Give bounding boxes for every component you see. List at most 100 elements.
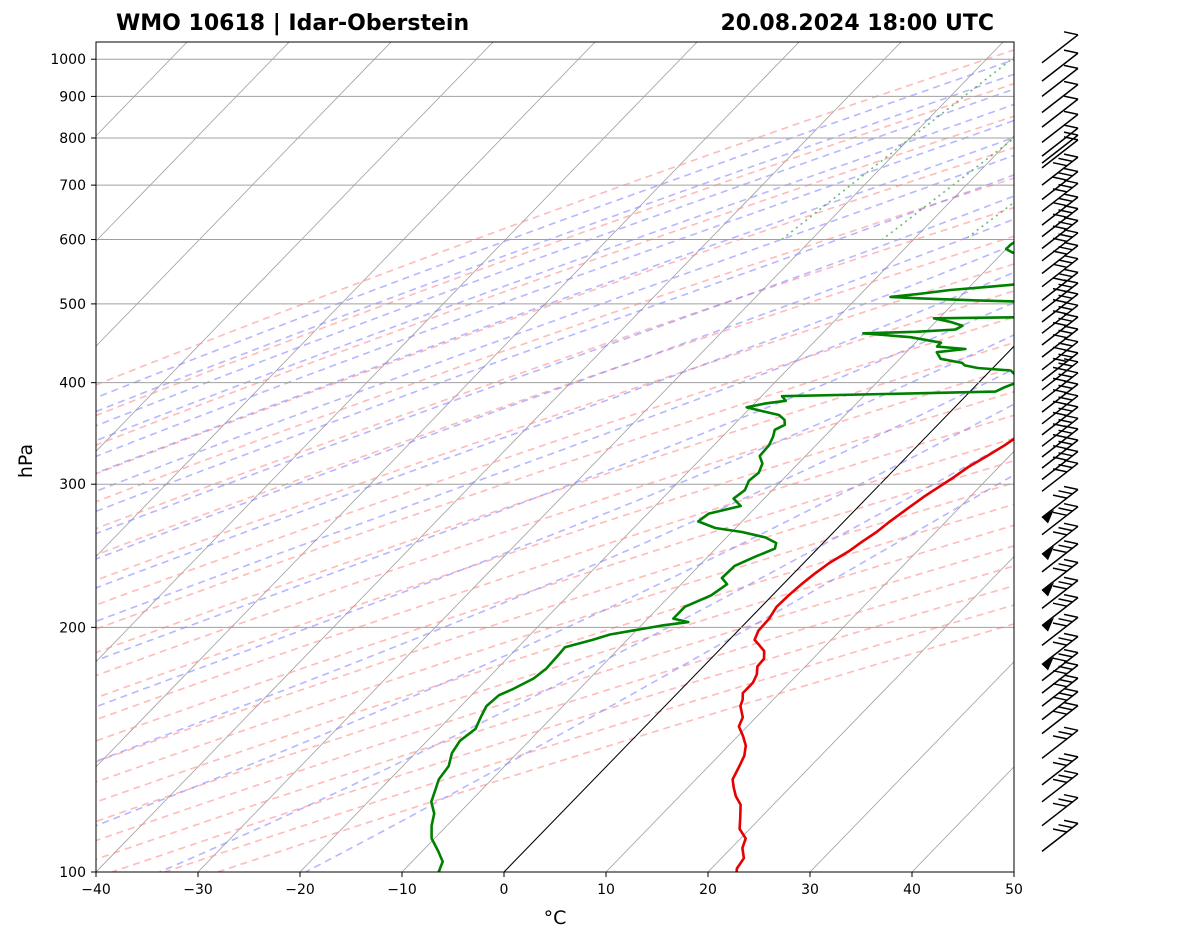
wind-barb (1041, 459, 1079, 492)
dry-adiabat (96, 366, 1014, 677)
zero-isotherm (503, 345, 1014, 872)
wind-barb (1041, 64, 1079, 97)
isotherm (197, 42, 1004, 872)
wind-barb (1041, 254, 1079, 288)
moist-adiabat (96, 368, 1014, 763)
wind-barb (1041, 632, 1079, 671)
series-group (430, 241, 1014, 872)
y-tick-label: 700 (59, 178, 86, 194)
x-tick-label: 0 (500, 882, 509, 898)
moist-adiabat (305, 473, 1014, 872)
wind-barb (1041, 485, 1079, 524)
wind-barb (1041, 726, 1079, 759)
plot-frame (95, 41, 1015, 873)
y-tick-label: 400 (59, 376, 86, 392)
isotherm (707, 555, 1014, 872)
isotherm (96, 42, 290, 242)
wind-barb (1041, 674, 1079, 707)
wind-barb (1041, 110, 1079, 143)
moist-adiabat (96, 403, 1014, 827)
x-axis-label: °C (544, 907, 567, 929)
moist-adiabat (96, 301, 1014, 662)
dry-adiabat (96, 263, 1014, 582)
x-tick-label: −40 (81, 882, 111, 898)
moist-adiabat (159, 438, 1014, 872)
dewpoint-profile (430, 241, 1014, 872)
wind-barb (1041, 770, 1079, 803)
wind-barb (1041, 540, 1079, 573)
moist-adiabat (96, 218, 1014, 560)
isotherm (96, 42, 392, 347)
isotherm (96, 42, 902, 872)
wind-barb (1041, 31, 1079, 64)
dry-adiabat (96, 235, 1014, 556)
x-tick-label: 50 (1005, 882, 1023, 898)
mixing-ratio-line (781, 56, 1014, 241)
moist-adiabat (96, 174, 1014, 513)
y-tick-label: 100 (59, 865, 86, 881)
wind-barb (1041, 124, 1079, 157)
wind-barbs (1041, 31, 1079, 852)
isotherm (96, 42, 596, 558)
wind-barb (1041, 522, 1079, 561)
x-tick-label: 30 (801, 882, 819, 898)
moist-adiabat (96, 88, 1014, 427)
chart-title-right: 20.08.2024 18:00 UTC (720, 11, 994, 36)
moist-adiabat (96, 119, 1014, 458)
wind-barb (1041, 576, 1079, 609)
isotherm (809, 661, 1014, 872)
chart-title-left: WMO 10618 | Idar-Oberstein (116, 11, 469, 36)
wind-barb (1041, 613, 1079, 646)
y-tick-label: 500 (59, 297, 86, 313)
y-tick-label: 200 (59, 620, 86, 636)
wind-barb (1041, 558, 1079, 597)
wind-barb (1041, 349, 1079, 382)
y-tick-label: 1000 (50, 52, 86, 68)
dry-adiabat (96, 390, 1014, 699)
y-tick-label: 800 (59, 131, 86, 147)
y-tick-label: 300 (59, 477, 86, 493)
wind-barb (1041, 131, 1079, 164)
x-tick-label: −30 (183, 882, 213, 898)
isotherm (96, 42, 698, 663)
dry-adiabat (96, 49, 1014, 386)
wind-barb (1041, 179, 1079, 212)
isotherm (401, 240, 1014, 872)
y-axis-label: hPa (15, 444, 37, 478)
x-tick-label: 20 (699, 882, 717, 898)
y-tick-label: 900 (59, 89, 86, 105)
dry-adiabat (96, 146, 1014, 475)
isotherm (605, 450, 1014, 872)
wind-barb (1041, 819, 1079, 852)
wind-barb (1041, 49, 1079, 82)
wind-barb (1041, 593, 1079, 632)
temperature-profile (731, 437, 1014, 872)
wind-barb (1041, 358, 1079, 391)
wind-barb (1041, 687, 1079, 721)
y-tick-label: 600 (59, 233, 86, 249)
wind-barb (1041, 753, 1079, 786)
x-tick-label: −20 (285, 882, 315, 898)
dry-adiabat (96, 177, 1014, 503)
y-axis: 100 200 300 400 500 600 700 800 900 1000 (50, 52, 96, 881)
wind-barb (1041, 793, 1079, 827)
dry-adiabat (96, 290, 1014, 606)
x-axis: −40 −30 −20 −10 0 10 20 30 40 50 (81, 872, 1023, 898)
wind-barb (1041, 80, 1079, 114)
wind-barb (1041, 436, 1079, 469)
pressure-grid (96, 58, 1014, 872)
wind-barb (1041, 268, 1079, 301)
moist-adiabat (96, 271, 1014, 623)
dry-adiabat (96, 82, 1014, 417)
isotherm (96, 42, 800, 768)
wind-barb (1041, 95, 1079, 128)
dry-adiabat (96, 316, 1014, 630)
x-tick-label: 40 (903, 882, 921, 898)
wind-barb (1041, 392, 1079, 425)
wind-barb (1041, 136, 1079, 169)
wind-barb (1041, 502, 1079, 536)
moist-adiabat (96, 58, 1014, 399)
isotherm (96, 42, 494, 452)
reference-lines (96, 42, 1014, 872)
